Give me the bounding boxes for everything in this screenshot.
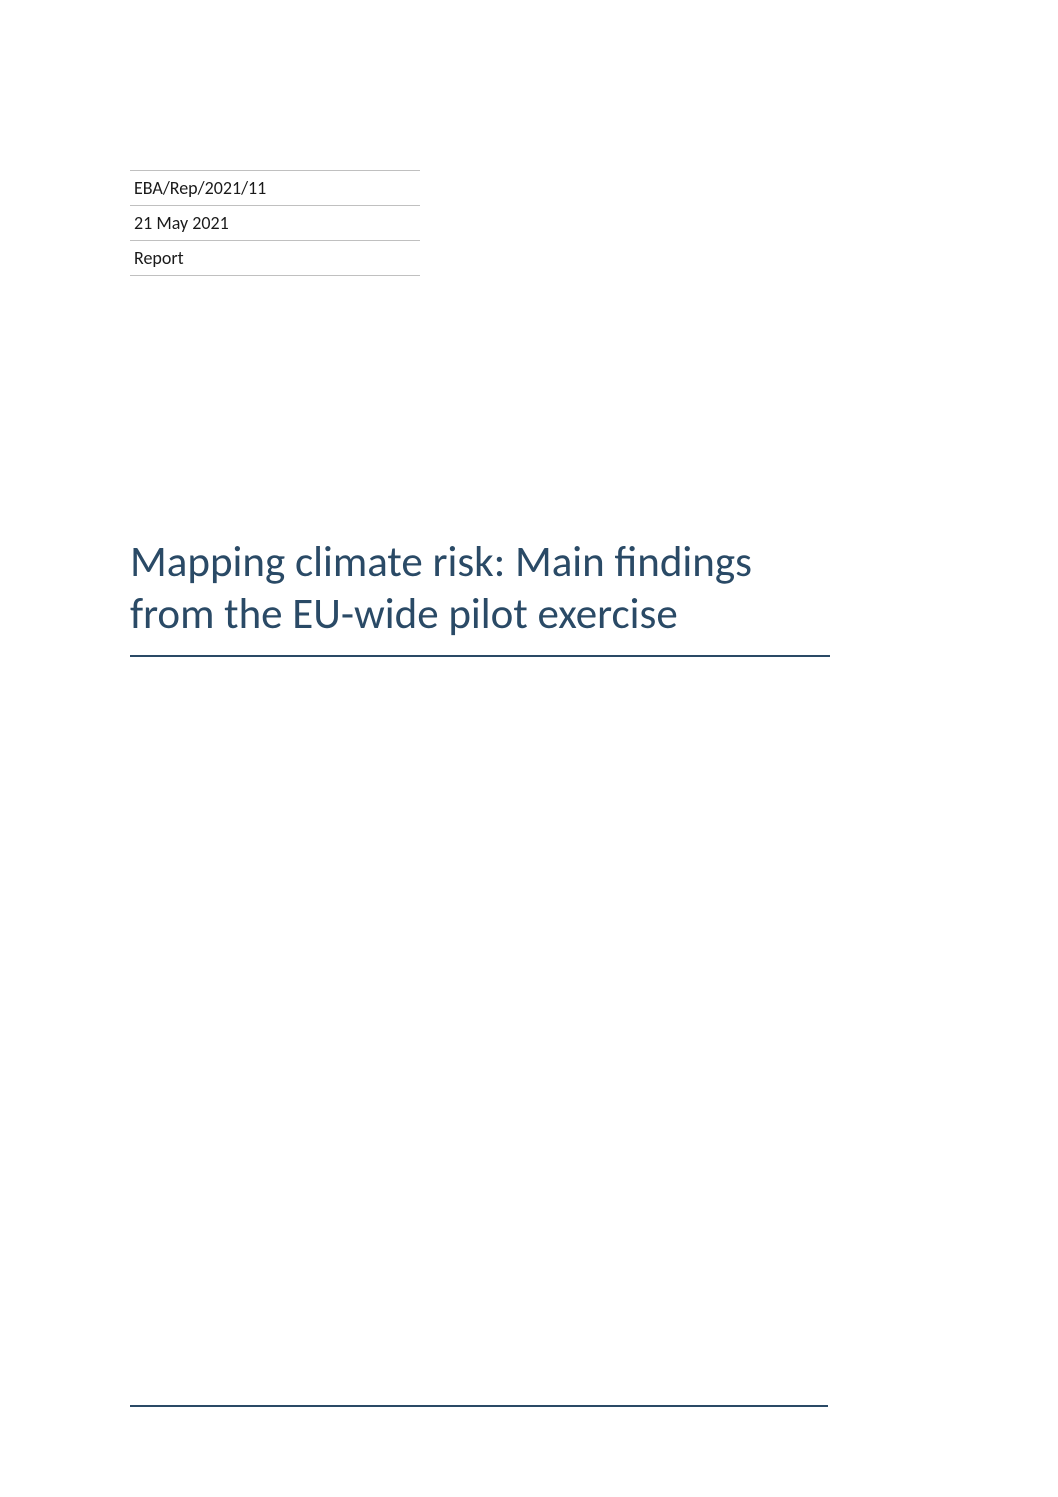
page: EBA/Rep/2021/11 21 May 2021 Report Mappi… [0,0,1058,1497]
document-reference: EBA/Rep/2021/11 [130,170,420,206]
document-meta-block: EBA/Rep/2021/11 21 May 2021 Report [130,170,420,276]
title-block: Mapping climate risk: Main findings from… [130,536,830,657]
document-date: 21 May 2021 [130,206,420,241]
footer-rule [130,1405,828,1407]
document-type: Report [130,241,420,276]
document-title: Mapping climate risk: Main findings from… [130,536,830,641]
